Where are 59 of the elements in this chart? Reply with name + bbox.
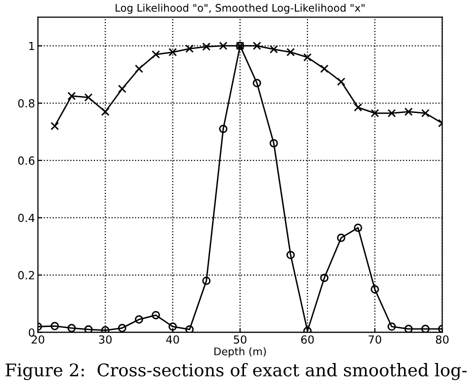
x-tick-label: 80: [436, 335, 449, 344]
point: [118, 84, 126, 93]
y-tick-label: 0: [28, 328, 34, 337]
caption: Figure 2: Cross-sections of exact and smoothed log-: [6, 363, 467, 380]
point: [67, 92, 76, 100]
point: [320, 64, 328, 73]
point: [168, 48, 177, 56]
point: [134, 64, 144, 73]
point: [303, 53, 312, 62]
x-tick-label: 50: [234, 335, 246, 344]
point: [152, 50, 160, 59]
point: [219, 42, 228, 50]
point: [50, 122, 59, 130]
point: [404, 108, 413, 116]
point: [118, 324, 126, 332]
point: [354, 224, 362, 232]
point: [101, 108, 110, 116]
point: [185, 44, 194, 53]
y-tick-label: 0.2: [18, 271, 34, 280]
point: [320, 274, 328, 282]
point: [202, 276, 211, 285]
x-tick-label: 20: [32, 335, 44, 344]
x-tick-label: 40: [166, 335, 180, 344]
point: [252, 78, 262, 88]
point: [370, 285, 380, 294]
point: [84, 325, 93, 332]
x-tick-label: 30: [99, 335, 112, 344]
point: [202, 42, 211, 51]
point: [67, 324, 76, 332]
point: [421, 324, 430, 332]
point: [421, 109, 430, 118]
chart-title: Log Likelihood "o", Smoothed Log-Likelihood "x": [116, 4, 364, 14]
point: [336, 77, 346, 86]
point: [152, 310, 160, 320]
point: [286, 250, 295, 260]
point: [101, 326, 110, 332]
point: [252, 42, 262, 50]
y-tick-label: 0.4: [18, 214, 35, 222]
x-axis-title: Depth (m): [214, 347, 266, 358]
y-tick-label: 1: [29, 42, 34, 50]
point: [354, 103, 362, 112]
y-tick-label: 0.8: [18, 99, 34, 108]
x-tick-label: 70: [368, 335, 382, 344]
point: [84, 93, 93, 102]
point: [270, 45, 278, 54]
point: [168, 322, 177, 331]
point: [404, 324, 413, 332]
point: [134, 315, 144, 324]
point: [185, 325, 194, 332]
y-tick-label: 0.6: [18, 156, 34, 165]
point: [219, 124, 228, 134]
x-tick-label: 60: [301, 335, 314, 344]
point: [286, 48, 295, 56]
point: [388, 322, 396, 331]
point: [388, 109, 396, 118]
point: [50, 322, 59, 330]
point: [336, 234, 346, 242]
point: [370, 109, 380, 118]
point: [270, 139, 278, 148]
